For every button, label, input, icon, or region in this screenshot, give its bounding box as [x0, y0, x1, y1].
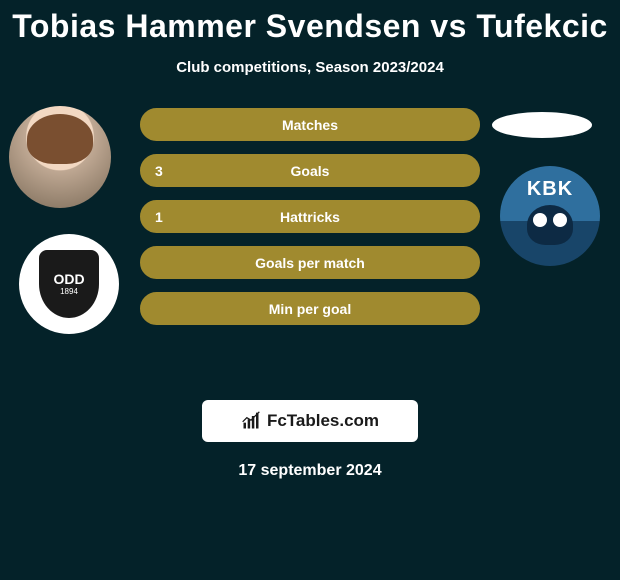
fctables-watermark: FcTables.com [202, 400, 418, 442]
odd-shield-icon: ODD 1894 [39, 250, 99, 318]
player-left-club-logo: ODD 1894 [19, 234, 119, 334]
stat-pill-list: Matches 3 Goals 1 Hattricks Goals per ma… [140, 108, 480, 325]
stat-label: Hattricks [141, 209, 479, 225]
comparison-area: ODD 1894 KBK Matches 3 Goals 1 Hattricks… [0, 106, 620, 386]
stat-pill-gpm: Goals per match [140, 246, 480, 279]
infographic-date: 17 september 2024 [0, 462, 620, 480]
stat-label: Goals per match [141, 255, 479, 271]
page-subtitle: Club competitions, Season 2023/2024 [0, 59, 620, 76]
player-left-avatar [9, 106, 111, 208]
player-right-club-logo: KBK [500, 166, 600, 266]
page-title: Tobias Hammer Svendsen vs Tufekcic [0, 0, 620, 45]
stat-pill-mpg: Min per goal [140, 292, 480, 325]
kbk-logo-text: KBK [527, 178, 573, 201]
player-right-avatar [492, 112, 592, 138]
watermark-text: FcTables.com [267, 411, 379, 431]
stat-label: Min per goal [141, 301, 479, 317]
owl-icon [527, 205, 573, 245]
odd-shield-year: 1894 [60, 288, 78, 296]
stat-label: Goals [141, 163, 479, 179]
stat-pill-goals: 3 Goals [140, 154, 480, 187]
chart-icon [241, 411, 261, 431]
stat-label: Matches [141, 117, 479, 133]
stat-pill-matches: Matches [140, 108, 480, 141]
odd-shield-text: ODD [53, 272, 84, 286]
stat-pill-hattricks: 1 Hattricks [140, 200, 480, 233]
